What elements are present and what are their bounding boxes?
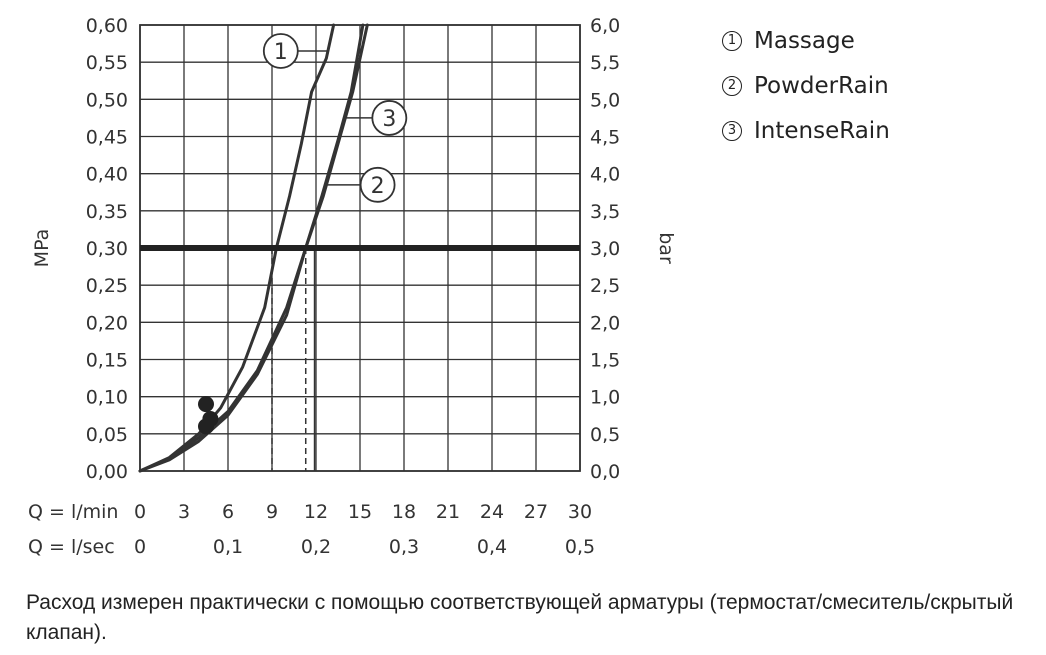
x-lmin-tick-label: 18 (392, 501, 416, 523)
x-lmin-tick-label: 15 (348, 501, 372, 523)
curve-label-number: 2 (371, 174, 385, 199)
x-lmin-tick-label: 21 (436, 501, 460, 523)
y-left-tick-label: 0,25 (86, 275, 128, 297)
legend: 1 Massage 2 PowderRain 3 IntenseRain (722, 18, 890, 153)
curve-label-number: 1 (274, 40, 288, 65)
y-left-tick-label: 0,55 (86, 52, 128, 74)
y-right-tick-label: 1,5 (590, 350, 620, 372)
legend-number-3: 3 (722, 120, 742, 141)
legend-label-powderrain: PowderRain (754, 72, 889, 99)
x-lsec-tick-label: 0,5 (565, 536, 595, 558)
y-right-tick-label: 3,0 (590, 238, 620, 260)
y-left-tick-label: 0,10 (86, 387, 128, 409)
y-right-axis-title: bar (655, 232, 677, 264)
x-lmin-prefix: Q = l/min (28, 501, 118, 523)
y-right-tick-label: 2,5 (590, 275, 620, 297)
x-lmin-tick-label: 3 (178, 501, 190, 523)
data-point-marker (198, 418, 214, 435)
flow-pressure-chart: 0,000,050,100,150,200,250,300,350,400,45… (28, 15, 677, 558)
x-lsec-prefix: Q = l/sec (28, 536, 115, 558)
y-right-tick-label: 6,0 (590, 15, 620, 37)
legend-number-2: 2 (722, 75, 742, 96)
x-lmin-tick-label: 27 (524, 501, 548, 523)
y-left-tick-label: 0,20 (86, 312, 128, 334)
legend-label-intenserain: IntenseRain (754, 117, 890, 144)
x-lsec-tick-label: 0,2 (301, 536, 331, 558)
y-right-tick-label: 1,0 (590, 387, 620, 409)
x-lsec-tick-label: 0,3 (389, 536, 419, 558)
y-right-tick-label: 3,5 (590, 201, 620, 223)
y-left-tick-label: 0,45 (86, 127, 128, 149)
x-lmin-tick-label: 24 (480, 501, 504, 523)
y-left-tick-label: 0,35 (86, 201, 128, 223)
y-left-tick-label: 0,05 (86, 424, 128, 446)
y-right-tick-label: 2,0 (590, 312, 620, 334)
y-right-tick-label: 4,5 (590, 127, 620, 149)
series-line-massage (138, 23, 336, 473)
y-right-tick-label: 0,5 (590, 424, 620, 446)
x-lmin-tick-label: 0 (134, 501, 146, 523)
y-right-tick-label: 5,5 (590, 52, 620, 74)
curve-label-circle (371, 100, 408, 136)
legend-item-powderrain: 2 PowderRain (722, 63, 890, 108)
legend-item-intenserain: 3 IntenseRain (722, 108, 890, 153)
x-lmin-tick-label: 9 (266, 501, 278, 523)
y-left-tick-label: 0,00 (86, 461, 128, 483)
curve-label-number: 3 (382, 107, 396, 132)
legend-number-1: 1 (722, 30, 742, 51)
y-left-tick-label: 0,30 (86, 238, 128, 260)
series-line-intenserain (138, 23, 365, 473)
y-right-tick-label: 5,0 (590, 89, 620, 111)
x-lmin-tick-label: 30 (568, 501, 592, 523)
y-left-tick-label: 0,15 (86, 350, 128, 372)
legend-label-massage: Massage (754, 27, 855, 54)
y-right-tick-label: 0,0 (590, 461, 620, 483)
x-lmin-tick-label: 12 (304, 501, 328, 523)
x-lsec-tick-label: 0 (134, 536, 146, 558)
x-lsec-tick-label: 0,4 (477, 536, 507, 558)
y-left-tick-label: 0,40 (86, 164, 128, 186)
y-left-tick-label: 0,50 (86, 89, 128, 111)
x-lmin-tick-label: 6 (222, 501, 234, 523)
y-left-tick-label: 0,60 (86, 15, 128, 37)
y-left-axis-title: MPa (31, 229, 53, 268)
curve-label-circle (262, 33, 299, 69)
footnote: Расход измерен практически с помощью соо… (26, 591, 1014, 644)
y-right-tick-label: 4,0 (590, 164, 620, 186)
data-point-marker (198, 396, 214, 413)
legend-item-massage: 1 Massage (722, 18, 890, 63)
x-lsec-tick-label: 0,1 (213, 536, 243, 558)
curve-label-circle (359, 166, 396, 203)
